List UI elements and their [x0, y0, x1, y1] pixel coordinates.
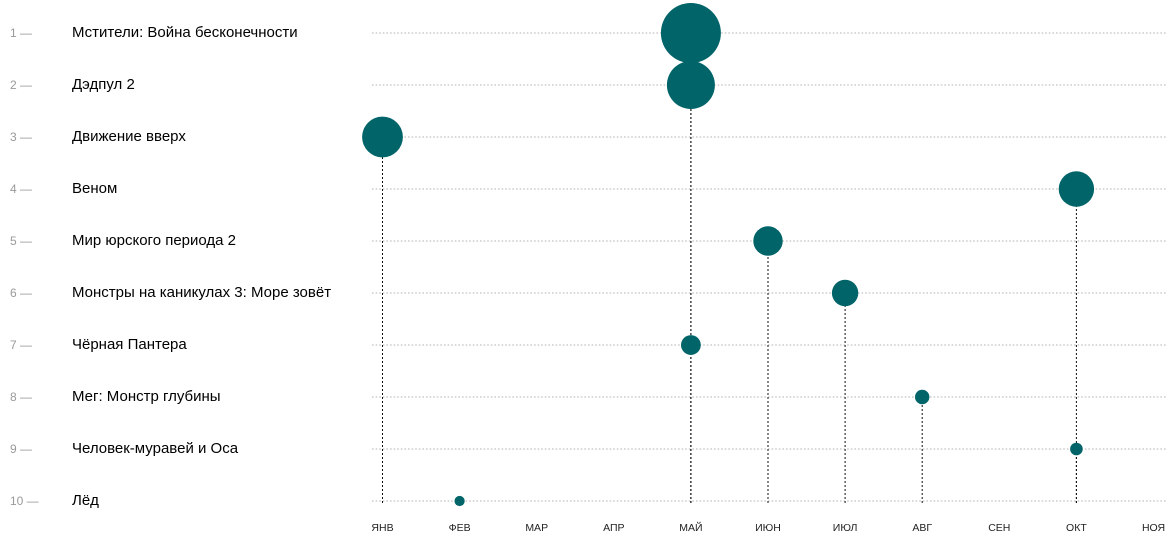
gridlines	[372, 32, 1166, 502]
bubble-point	[1058, 171, 1095, 207]
rank-label: 4 —	[10, 182, 32, 196]
movie-title: Мстители: Война бесконечности	[72, 24, 298, 41]
stems	[382, 33, 1077, 505]
month-tick-label: АПР	[603, 522, 624, 534]
bubble-point	[681, 335, 701, 355]
rank-label: 8 —	[10, 390, 32, 404]
rank-labels: 1 — 2 — 3 — 4 — 5 — 6 — 7 — 8 — 9 — 10 —	[10, 26, 39, 508]
bubble-point	[831, 279, 859, 307]
month-tick-label: АВГ	[912, 522, 932, 534]
month-tick-label: ИЮН	[755, 522, 781, 534]
month-tick-label: МАР	[525, 522, 548, 534]
bubble-point	[454, 495, 465, 507]
bubble-point	[753, 226, 783, 256]
month-tick-label: ОКТ	[1066, 522, 1087, 534]
movie-title: Лёд	[72, 492, 99, 509]
rank-label: 1 —	[10, 26, 32, 40]
bubbles	[362, 3, 1095, 507]
bubble-point	[915, 389, 930, 405]
rank-label: 9 —	[10, 442, 32, 456]
movie-title: Человек-муравей и Оса	[72, 440, 239, 457]
month-tick-label: ФЕВ	[449, 522, 471, 534]
rank-label: 10 —	[10, 494, 39, 508]
rank-label: 5 —	[10, 234, 32, 248]
movie-title: Монстры на каникулах 3: Море зовёт	[72, 284, 332, 301]
month-tick-label: СЕН	[988, 522, 1010, 534]
rank-label: 2 —	[10, 78, 32, 92]
month-labels: ЯНВ ФЕВ МАР АПР МАЙ ИЮН ИЮЛ АВГ СЕН ОКТ НОЯ	[371, 521, 1165, 534]
movie-title: Мир юрского периода 2	[72, 232, 237, 249]
bubble-point	[660, 3, 721, 63]
month-tick-label: НОЯ	[1142, 522, 1165, 534]
movie-title: Движение вверх	[72, 128, 186, 145]
bubble-point	[1070, 442, 1083, 456]
movie-title: Чёрная Пантера	[72, 336, 187, 353]
month-tick-label: МАЙ	[679, 521, 702, 534]
rank-label: 7 —	[10, 338, 32, 352]
month-tick-label: ЯНВ	[371, 522, 393, 534]
movie-title: Дэдпул 2	[72, 76, 135, 93]
movie-title: Веном	[72, 180, 118, 197]
month-tick-label: ИЮЛ	[833, 522, 858, 534]
rank-label: 6 —	[10, 286, 32, 300]
movie-title: Мег: Монстр глубины	[72, 388, 221, 405]
rank-label: 3 —	[10, 130, 32, 144]
bubble-point	[362, 116, 403, 158]
bubble-point	[666, 61, 715, 109]
